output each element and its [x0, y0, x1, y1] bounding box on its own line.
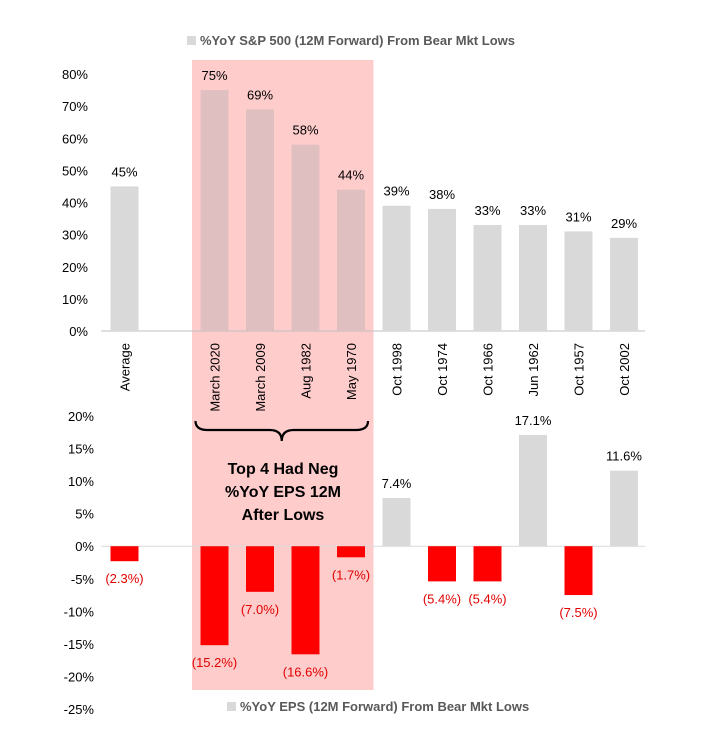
top-y-tick-label: 50% — [62, 163, 88, 178]
highlight-annotation: Top 4 Had Neg %YoY EPS 12M After Lows — [225, 461, 341, 524]
x-category-label: Oct 1957 — [572, 343, 587, 396]
top-legend-swatch — [187, 36, 196, 45]
top-data-label: 44% — [338, 168, 364, 183]
bottom-y-axis: -25% -20% -15% -10% -5% 0% 5% 10% 15% 20% — [64, 409, 95, 717]
top-data-label: 58% — [292, 123, 318, 138]
top-y-tick-label: 30% — [62, 228, 88, 243]
x-category-label: Oct 1974 — [435, 343, 450, 396]
bottom-data-label: (16.6%) — [283, 664, 329, 679]
top-bar — [382, 205, 411, 331]
sp500-forward-return-panel: %YoY S&P 500 (12M Forward) From Bear Mkt… — [62, 33, 645, 412]
curly-brace — [194, 420, 370, 442]
top-data-label: 45% — [111, 164, 137, 179]
top-bar — [519, 224, 547, 331]
bottom-data-label: (1.7%) — [332, 567, 370, 582]
top-data-label: 33% — [520, 203, 546, 218]
x-category-label: Oct 1966 — [481, 343, 496, 396]
x-category-label: Oct 2002 — [617, 343, 632, 396]
x-category-label: Jun 1962 — [526, 343, 541, 397]
highlight-brace — [194, 420, 370, 442]
bottom-bar — [337, 546, 365, 558]
top-bar — [200, 90, 229, 331]
bottom-bar — [382, 498, 411, 547]
bottom-legend-label: %YoY EPS (12M Forward) From Bear Mkt Low… — [240, 699, 529, 714]
top-y-tick-label: 40% — [62, 196, 88, 211]
top-y-tick-label: 10% — [62, 292, 88, 307]
bottom-y-tick-label: 20% — [68, 409, 94, 424]
top-data-labels: 45% 75% 69% 58% 44% 39% 38% 33% 33% 31% 29% — [111, 68, 637, 231]
bottom-bar — [200, 546, 229, 646]
annotation-line-2: %YoY EPS 12M — [225, 484, 341, 501]
bottom-data-label: (5.4%) — [423, 591, 461, 606]
bottom-y-tick-label: 5% — [75, 507, 94, 522]
top-data-label: 38% — [429, 187, 455, 202]
bottom-bar — [610, 470, 638, 547]
bottom-data-labels: (2.3%) (15.2%) (7.0%) (16.6%) (1.7%) 7.4% (5.4… — [105, 413, 642, 679]
top-bars — [110, 90, 638, 332]
bottom-y-tick-label: -10% — [64, 604, 95, 619]
bottom-y-tick-label: -25% — [64, 702, 95, 717]
top-legend-label: %YoY S&P 500 (12M Forward) From Bear Mkt… — [200, 33, 515, 48]
x-category-label: Oct 1998 — [390, 343, 405, 396]
top-bar — [291, 144, 320, 331]
bottom-bar — [428, 546, 456, 582]
bottom-data-label: (7.5%) — [559, 605, 597, 620]
x-category-label: Average — [118, 343, 133, 391]
bottom-bar — [519, 434, 547, 547]
bottom-y-tick-label: -5% — [71, 572, 95, 587]
top-bar — [337, 189, 365, 331]
bottom-legend-swatch — [227, 702, 236, 711]
bottom-bar — [291, 546, 320, 655]
x-category-label: May 1970 — [344, 343, 359, 400]
bottom-bars — [110, 434, 638, 655]
top-data-label: 33% — [474, 203, 500, 218]
top-y-tick-label: 60% — [62, 131, 88, 146]
top-bar — [564, 231, 593, 331]
bottom-y-tick-label: -15% — [64, 637, 95, 652]
top-y-tick-label: 70% — [62, 99, 88, 114]
bottom-bar — [246, 546, 274, 592]
top-bar — [110, 186, 139, 331]
x-category-labels: Average March 2020 March 2009 Aug 1982 May 1… — [118, 343, 633, 412]
bottom-bar — [564, 546, 593, 596]
top-data-label: 39% — [383, 184, 409, 199]
top-bar — [428, 208, 456, 331]
top-bar — [610, 237, 638, 331]
bottom-data-label: 17.1% — [515, 413, 552, 428]
top-y-tick-label: 0% — [69, 324, 88, 339]
bottom-y-tick-label: 10% — [68, 474, 94, 489]
top-data-label: 75% — [201, 68, 227, 83]
annotation-line-3: After Lows — [242, 507, 325, 524]
top-data-label: 31% — [565, 209, 591, 224]
bottom-bar — [110, 546, 139, 562]
x-category-label: Aug 1982 — [299, 343, 314, 399]
bottom-data-label: 11.6% — [606, 449, 642, 464]
bottom-data-label: (2.3%) — [105, 571, 143, 586]
eps-forward-growth-panel: -25%-20%-15%-10%-5%0%5%10%15%20% (2.3%)(… — [64, 409, 645, 717]
bottom-data-label: (15.2%) — [192, 655, 238, 670]
top-y-axis: 0% 10% 20% 30% 40% 50% 60% 70% 80% — [62, 67, 88, 339]
x-category-label: March 2020 — [208, 343, 223, 412]
top-bar — [473, 224, 502, 331]
bottom-y-tick-label: -20% — [64, 669, 95, 684]
bottom-data-label: (7.0%) — [241, 602, 279, 617]
bottom-y-tick-label: 15% — [68, 442, 94, 457]
bottom-bar — [473, 546, 502, 582]
top-data-label: 29% — [611, 216, 637, 231]
x-category-label: March 2009 — [253, 343, 268, 412]
annotation-line-1: Top 4 Had Neg — [228, 461, 339, 478]
top-y-tick-label: 80% — [62, 67, 88, 82]
bottom-y-tick-label: 0% — [75, 539, 94, 554]
bottom-data-label: (5.4%) — [468, 591, 506, 606]
top-data-label: 69% — [247, 87, 273, 102]
top-y-tick-label: 20% — [62, 260, 88, 275]
bottom-data-label: 7.4% — [382, 476, 412, 491]
top-bar — [246, 109, 274, 332]
